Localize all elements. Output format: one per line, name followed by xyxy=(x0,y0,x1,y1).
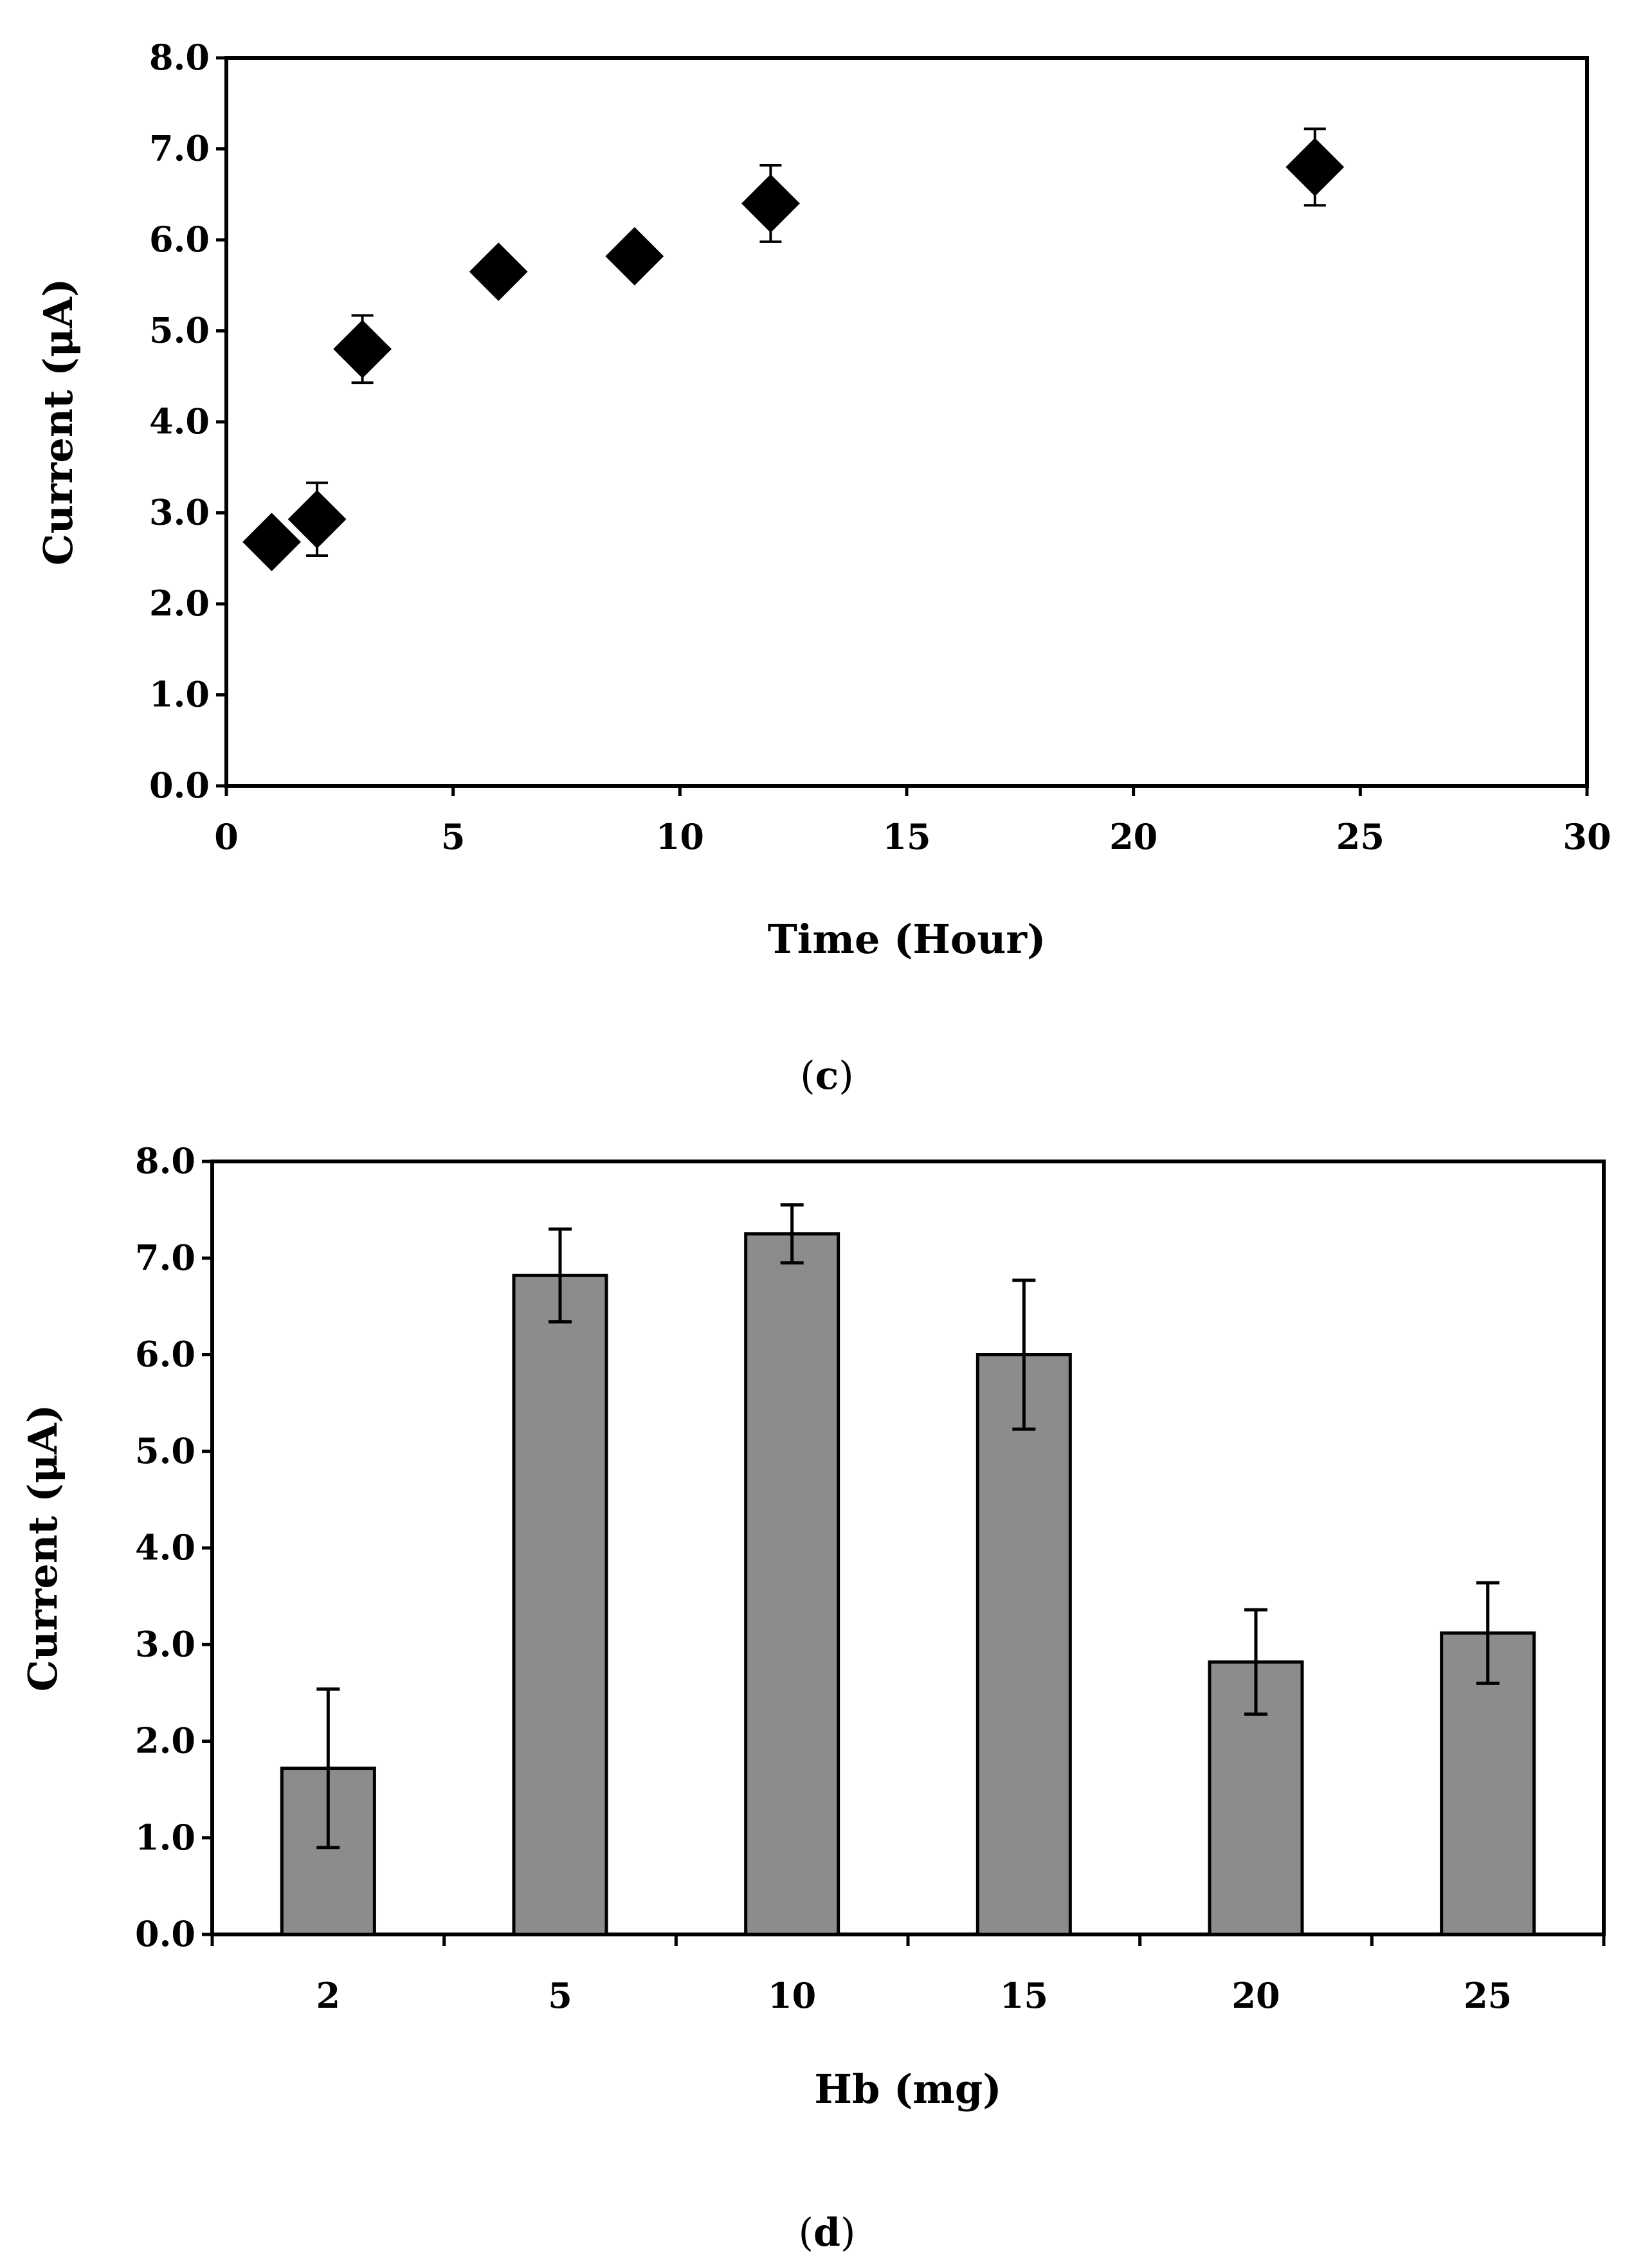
panel-label: (d) xyxy=(799,2210,856,2255)
bar xyxy=(976,1353,1072,1936)
y-tick-label: 6.0 xyxy=(135,1334,195,1375)
data-point-marker xyxy=(242,513,301,572)
panel-label-close: ) xyxy=(840,2210,855,2255)
y-tick-label: 0.0 xyxy=(135,1913,195,1954)
y-axis-title: Current (μA) xyxy=(19,1405,66,1692)
data-point-marker xyxy=(287,489,347,549)
y-tick-label: 7.0 xyxy=(135,1237,195,1278)
y-tick-label: 7.0 xyxy=(149,128,210,169)
panel-label: (c) xyxy=(800,1053,853,1098)
x-tick-label: 30 xyxy=(1563,816,1611,857)
y-tick-label: 3.0 xyxy=(135,1623,195,1664)
y-tick-label: 2.0 xyxy=(149,583,210,624)
y-tick-label: 4.0 xyxy=(149,401,210,442)
x-tick-label: 5 xyxy=(441,816,466,857)
panel-label-open: ( xyxy=(799,2210,813,2255)
x-category-label: 20 xyxy=(1231,1975,1280,2016)
data-point-marker xyxy=(333,320,392,379)
y-tick-label: 1.0 xyxy=(149,674,210,715)
panel-label-letter: c xyxy=(815,1053,839,1098)
chart-d-hb-bar: 0.01.02.03.04.05.06.07.08.02 5 10 15 20 25Hb … xyxy=(19,1140,1606,2255)
x-axis-title: Time (Hour) xyxy=(768,916,1046,963)
y-tick-label: 1.0 xyxy=(135,1817,195,1858)
panel-label-letter: d xyxy=(813,2210,840,2255)
data-point-marker xyxy=(1285,138,1345,197)
y-tick-label: 0.0 xyxy=(149,765,210,806)
panel-label-open: ( xyxy=(800,1053,815,1098)
y-tick-label: 8.0 xyxy=(135,1140,195,1181)
bar xyxy=(512,1273,608,1936)
bar xyxy=(744,1232,840,1936)
data-point-marker xyxy=(741,174,800,233)
y-tick-label: 8.0 xyxy=(149,37,210,78)
x-category-label: 15 xyxy=(1000,1975,1048,2016)
x-tick-label: 10 xyxy=(656,816,704,857)
x-category-label: 10 xyxy=(768,1975,816,2016)
x-tick-label: 15 xyxy=(882,816,930,857)
y-tick-label: 5.0 xyxy=(135,1430,195,1471)
x-category-label: 2 xyxy=(316,1975,341,2016)
y-tick-label: 2.0 xyxy=(135,1720,195,1761)
y-tick-label: 6.0 xyxy=(149,219,210,260)
y-tick-label: 3.0 xyxy=(149,492,210,533)
y-tick-label: 5.0 xyxy=(149,310,210,351)
x-category-label: 5 xyxy=(548,1975,572,2016)
data-point-marker xyxy=(605,227,664,286)
y-tick-label: 4.0 xyxy=(135,1527,195,1568)
x-category-label: 25 xyxy=(1464,1975,1512,2016)
x-tick-label: 25 xyxy=(1336,816,1384,857)
x-tick-label: 20 xyxy=(1109,816,1157,857)
panel-label-close: ) xyxy=(839,1053,853,1098)
chart-c-time-scatter: 0.0 1.0 2.0 3.0 4.0 5.0 6.0 7.0 8.0 0 5 10 15 20 25 30 T… xyxy=(35,37,1611,1098)
x-axis-title: Hb (mg) xyxy=(814,2066,1001,2113)
y-axis-title: Current (μA) xyxy=(35,278,82,566)
data-point-marker xyxy=(469,242,528,301)
x-tick-label: 0 xyxy=(214,816,239,857)
